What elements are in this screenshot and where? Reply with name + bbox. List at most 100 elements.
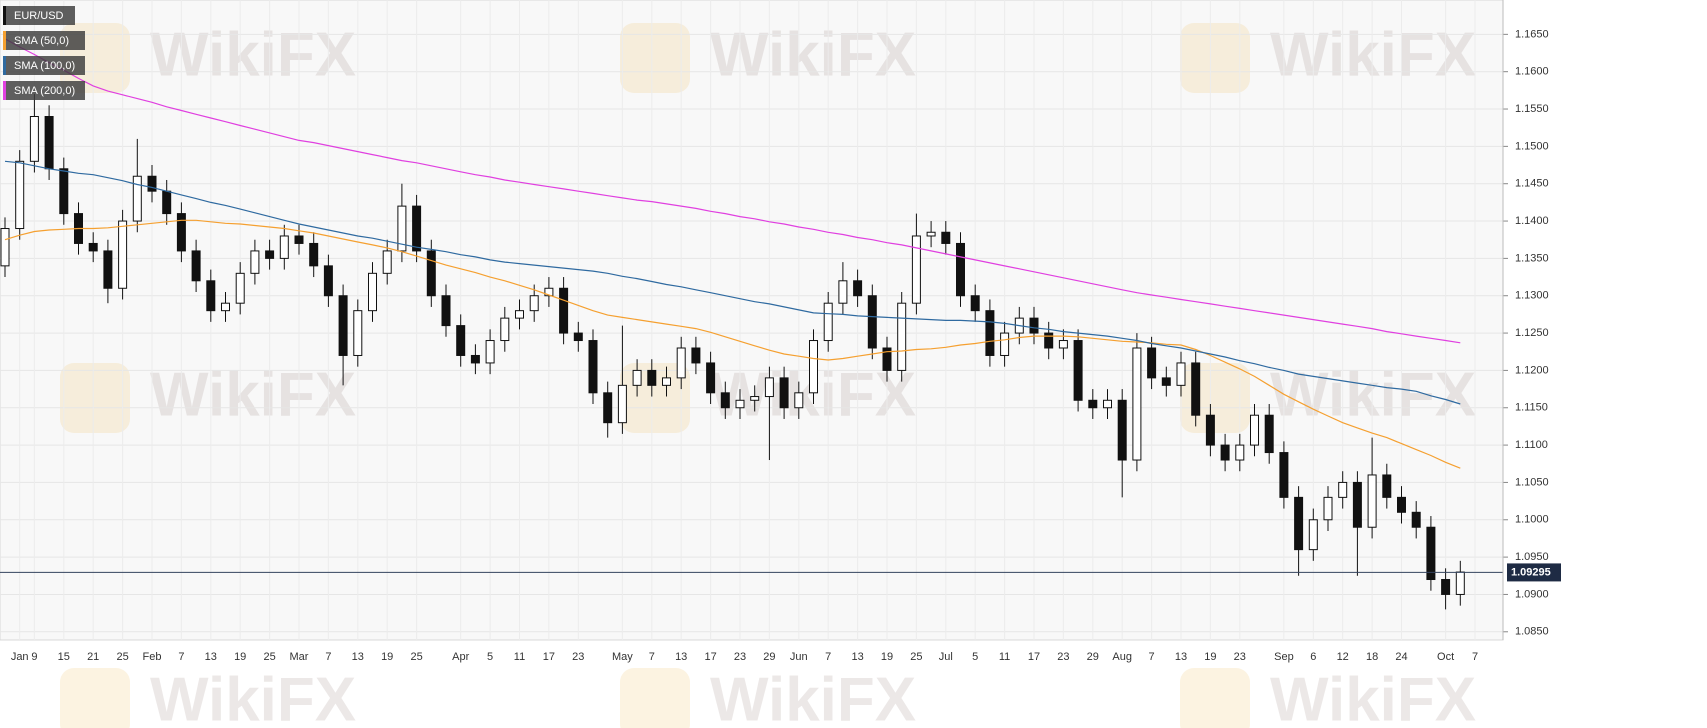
- x-tick-label: 11: [514, 651, 525, 663]
- candle-body: [735, 399, 745, 409]
- x-tick-label: 7: [825, 651, 831, 663]
- candle-body: [1088, 399, 1098, 409]
- candle-body: [853, 280, 863, 297]
- candle-body: [206, 280, 216, 312]
- candle-body: [59, 168, 69, 215]
- candle-body: [191, 250, 201, 282]
- x-tick-label: 24: [1395, 651, 1407, 663]
- sma-line: [4, 38, 1461, 344]
- watermark: WikiFX: [1270, 665, 1476, 728]
- x-tick-label: 7: [1149, 651, 1155, 663]
- candle-body: [779, 377, 789, 409]
- watermark: WikiFX: [150, 360, 356, 429]
- candle-body: [1323, 496, 1333, 521]
- y-tick-label: 1.1650: [1515, 28, 1549, 40]
- watermark-logo: [1180, 668, 1250, 728]
- candle-body: [544, 287, 554, 297]
- candle-body: [1264, 414, 1274, 454]
- candle-body: [265, 250, 275, 259]
- candle-body: [1161, 377, 1171, 386]
- legend-label: SMA (50,0): [14, 35, 69, 47]
- candle-body: [441, 295, 451, 327]
- x-tick-label: Jan: [11, 651, 29, 663]
- legend-label: EUR/USD: [14, 10, 64, 22]
- candle-body: [1058, 340, 1068, 349]
- x-tick-label: Sep: [1274, 651, 1294, 663]
- candle-body: [176, 213, 186, 252]
- y-tick-label: 1.1300: [1515, 290, 1549, 302]
- marks: [0, 38, 1503, 610]
- candle-body: [1397, 496, 1406, 513]
- legend-swatch: [3, 81, 6, 100]
- candle-body: [1073, 340, 1083, 401]
- y-tick-label: 1.1250: [1515, 327, 1549, 339]
- x-tick-label: Jun: [790, 651, 808, 663]
- y-tick-label: 1.1100: [1515, 439, 1548, 451]
- x-tick-label: 25: [263, 651, 275, 663]
- candle-body: [515, 310, 524, 319]
- x-tick-label: Jul: [939, 651, 953, 663]
- candle-body: [1426, 526, 1436, 581]
- candle-body: [1294, 496, 1304, 551]
- candle-body: [1235, 444, 1245, 461]
- candle-body: [764, 377, 774, 398]
- legend: EUR/USD SMA (50,0) SMA (100,0) SMA (200,0): [3, 6, 85, 100]
- legend-swatch: [3, 6, 6, 25]
- x-tick-label: 17: [704, 651, 716, 663]
- x-tick-label: 25: [910, 651, 922, 663]
- candle-body: [617, 384, 627, 424]
- candle-body: [1308, 519, 1318, 551]
- candle-body: [88, 242, 98, 252]
- legend-swatch: [3, 31, 6, 50]
- candle-body: [985, 310, 995, 356]
- x-tick-label: Mar: [290, 651, 309, 663]
- candle-body: [250, 250, 260, 274]
- candle-body: [1147, 347, 1157, 379]
- candle-body: [632, 369, 642, 386]
- candle-body: [559, 287, 569, 334]
- legend-box: [3, 56, 85, 75]
- candle-body: [529, 295, 539, 312]
- candle-body: [809, 340, 818, 394]
- sma-line: [4, 160, 1461, 405]
- x-tick-label: 17: [1028, 651, 1040, 663]
- candle-body: [970, 295, 980, 312]
- candle-body: [382, 250, 392, 274]
- watermark-logo: [1180, 23, 1250, 93]
- candle-body: [103, 250, 113, 289]
- candle-body: [1176, 362, 1186, 386]
- last-price-label: 1.09295: [1511, 566, 1551, 578]
- watermark: WikiFX: [1270, 20, 1476, 89]
- candle-body: [338, 295, 348, 356]
- candle-body: [691, 347, 701, 364]
- watermark: WikiFX: [710, 665, 916, 728]
- x-tick-label: 13: [205, 651, 217, 663]
- x-tick-label: 19: [381, 651, 393, 663]
- candle-body: [500, 317, 510, 342]
- candle-body: [15, 160, 25, 230]
- y-tick-label: 1.1150: [1515, 402, 1548, 414]
- y-tick-label: 1.1050: [1515, 476, 1549, 488]
- candle-body: [911, 235, 921, 304]
- watermark-logo: [620, 23, 690, 93]
- legend-label: SMA (100,0): [14, 60, 75, 72]
- candle-body: [1279, 452, 1289, 498]
- candle-body: [162, 190, 172, 215]
- x-tick-label: 29: [1087, 651, 1099, 663]
- axes: 1.0850 1.0900 1.0950 1.1000 1.1050 1.1100 1.11…: [11, 0, 1561, 663]
- candle-body: [132, 175, 142, 222]
- x-tick-label: 19: [881, 651, 893, 663]
- x-tick-label: 5: [972, 651, 978, 663]
- candle-body: [1455, 571, 1465, 595]
- candle-body: [470, 354, 480, 364]
- candle-body: [1044, 332, 1054, 349]
- x-tick-label: 18: [1366, 651, 1378, 663]
- legend-box: [3, 6, 75, 25]
- candle-body: [1352, 481, 1362, 528]
- x-tick-label: 21: [87, 651, 99, 663]
- candle-body: [926, 231, 936, 237]
- y-tick-label: 1.1600: [1515, 66, 1549, 78]
- candle-body: [0, 228, 10, 267]
